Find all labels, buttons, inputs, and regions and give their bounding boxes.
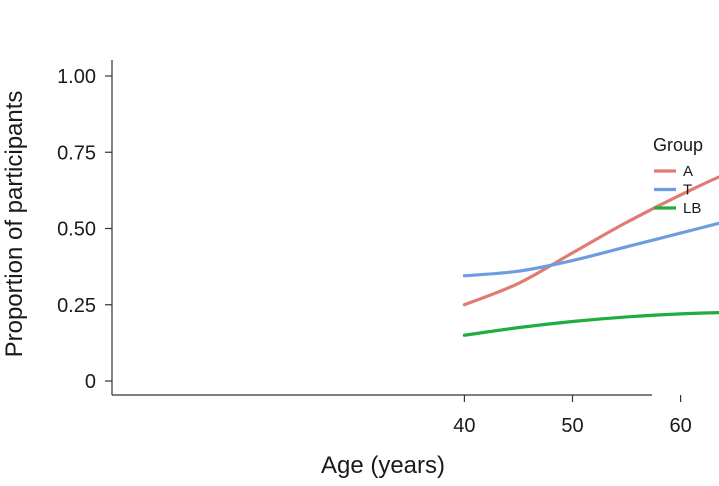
y-tick-label: 0.50 [57, 219, 96, 241]
legend-label-a: A [683, 163, 693, 180]
legend-title: Group [653, 135, 703, 155]
series-line-t [462, 221, 719, 278]
y-axis-title: Proportion of participants [1, 91, 28, 358]
axes: 00.250.500.751.004050607080 [57, 60, 692, 437]
series-line-a [462, 175, 719, 307]
y-tick-label: 0.75 [57, 142, 96, 164]
x-tick-label: 60 [669, 415, 691, 437]
x-tick-label: 40 [453, 415, 475, 437]
x-axis-title: Age (years) [321, 452, 445, 479]
series-line-lb [462, 311, 719, 337]
y-tick-label: 0 [85, 371, 96, 393]
y-tick-label: 0.25 [57, 295, 96, 317]
x-tick-label: 50 [561, 415, 583, 437]
y-tick-label: 1.00 [57, 66, 96, 88]
legend-label-lb: LB [683, 200, 701, 217]
legend-label-t: T [683, 182, 692, 199]
series-lines [462, 175, 719, 337]
